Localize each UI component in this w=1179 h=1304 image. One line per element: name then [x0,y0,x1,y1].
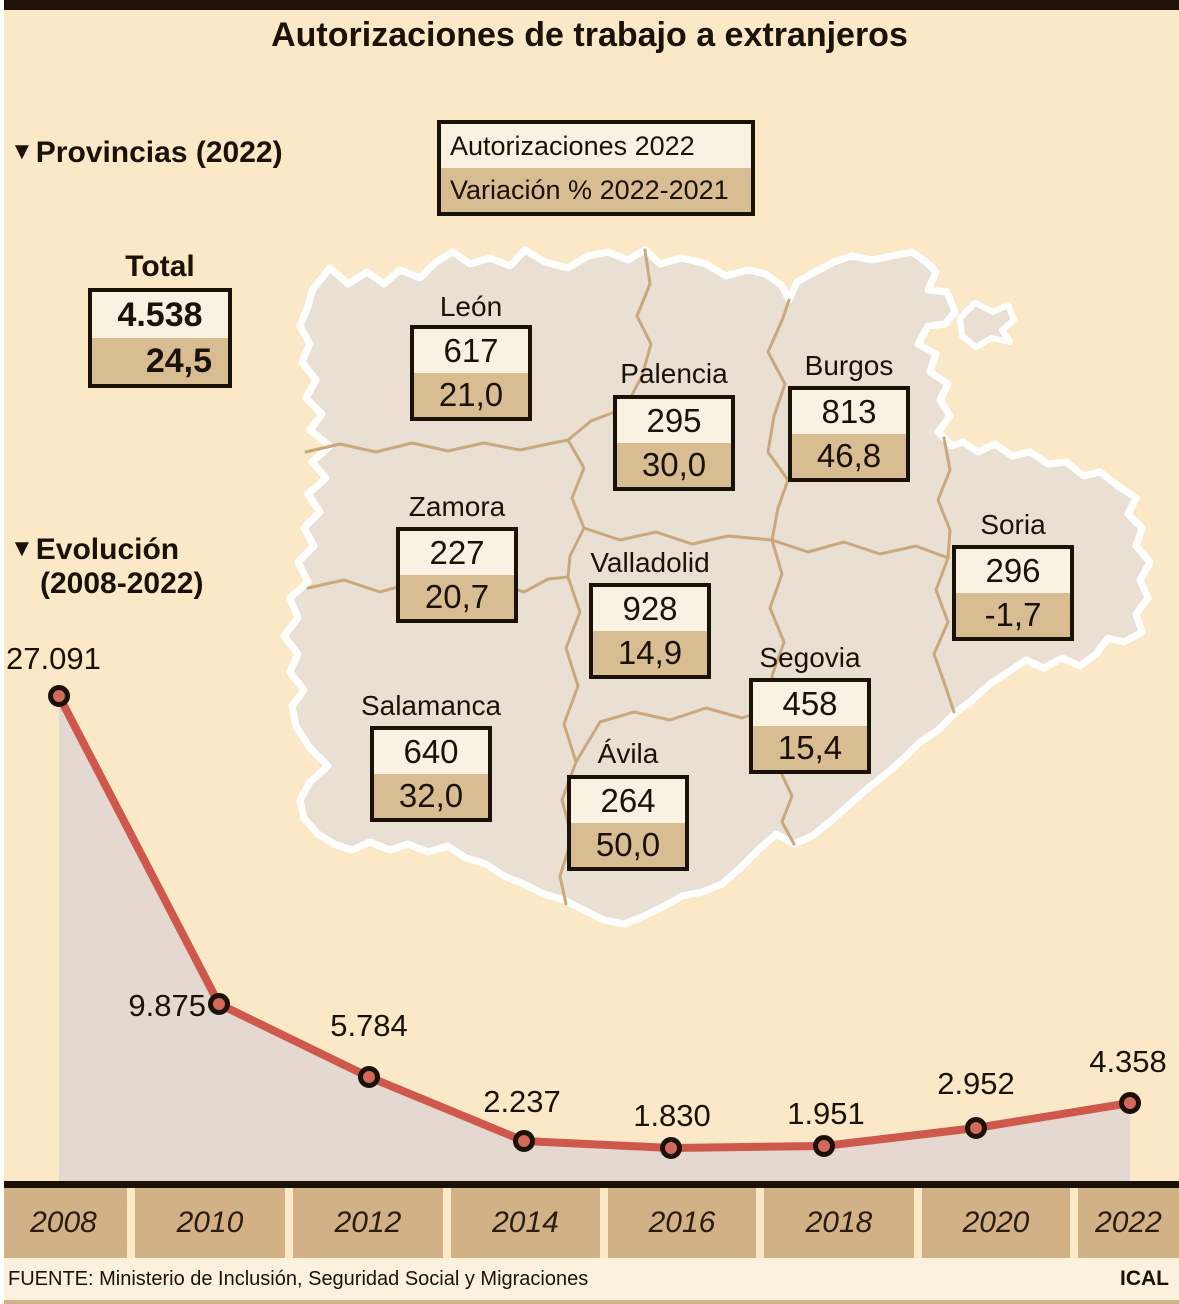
data-point-2018 [813,1135,835,1157]
province-label-segovia: Segovia [759,642,861,673]
province-box-valladolid: 928 14,9 [589,583,711,679]
authorizations-value: 640 [374,730,488,774]
x-axis-year-band: 2008 2010 2012 2014 2016 2018 2020 2022 [0,1188,1179,1258]
province-box-zamora: 227 20,7 [396,527,518,623]
variation-value: 50,0 [571,823,685,867]
value-label-2012: 5.784 [330,1008,408,1043]
data-point-2010 [208,993,230,1015]
value-label-2014: 2.237 [483,1084,561,1119]
variation-value: 32,0 [374,774,488,818]
triangle-marker-icon: ▼ [10,138,34,165]
year-tick-2016: 2016 [608,1188,756,1258]
data-point-2012 [358,1066,380,1088]
value-label-2018: 1.951 [787,1096,865,1131]
evolution-section-range: (2008-2022) [40,567,204,600]
province-label-burgos: Burgos [804,350,894,381]
value-label-2016: 1.830 [633,1098,711,1133]
authorizations-value: 458 [753,682,867,726]
authorizations-value: 264 [571,779,685,823]
evolution-section-header: ▼Evolución (2008-2022) [10,533,203,601]
evolution-line-chart: 27.091 9.875 5.784 2.237 1.830 1.951 2.952 4.35… [6,641,1167,1181]
authorizations-value: 296 [956,549,1070,593]
legend-box: Autorizaciones 2022 Variación % 2022-202… [437,120,755,216]
authorizations-value: 227 [400,531,514,575]
provinces-section-label: Provincias (2022) [35,136,283,169]
variation-value: 15,4 [753,726,867,770]
authorizations-value: 617 [414,329,528,373]
province-label-valladolid: Valladolid [590,547,710,578]
data-point-2020 [965,1117,987,1139]
province-box-salamanca: 640 32,0 [370,726,492,822]
legend-variation-row: Variación % 2022-2021 [441,168,751,212]
year-tick-2022: 2022 [1078,1188,1179,1258]
authorizations-value: 928 [593,587,707,631]
variation-value: -1,7 [956,593,1070,637]
page-title: Autorizaciones de trabajo a extranjeros [271,16,908,54]
total-authorizations-value: 4.538 [92,292,228,338]
data-point-2014 [513,1130,535,1152]
year-tick-2012: 2012 [293,1188,443,1258]
province-box-avila: 264 50,0 [567,775,689,871]
top-black-bar [4,0,1179,10]
triangle-marker-icon: ▼ [10,535,34,562]
x-axis-line [0,1181,1179,1188]
evolution-section-label: Evolución [35,533,180,566]
value-label-2008: 27.091 [6,641,101,676]
variation-value: 30,0 [617,443,731,487]
variation-value: 14,9 [593,631,707,675]
total-label: Total [125,250,195,283]
province-box-burgos: 813 46,8 [788,386,910,482]
province-label-avila: Ávila [597,738,659,769]
value-label-2010: 9.875 [128,988,206,1023]
province-box-palencia: 295 30,0 [613,395,735,491]
authorizations-value: 295 [617,399,731,443]
province-label-zamora: Zamora [408,491,506,522]
year-tick-2014: 2014 [451,1188,600,1258]
footer: FUENTE: Ministerio de Inclusión, Segurid… [0,1258,1179,1300]
value-label-2020: 2.952 [937,1066,1015,1101]
province-box-leon: 617 21,0 [410,325,532,421]
value-label-2022: 4.358 [1089,1044,1167,1079]
year-tick-2010: 2010 [135,1188,285,1258]
province-label-soria: Soria [980,509,1046,540]
total-variation-value: 24,5 [92,338,228,384]
variation-value: 20,7 [400,575,514,619]
bottom-border-line [0,1300,1179,1304]
data-point-2016 [660,1137,682,1159]
source-text: FUENTE: Ministerio de Inclusión, Segurid… [8,1268,589,1290]
authorizations-value: 813 [792,390,906,434]
credit-text: ICAL [1120,1267,1169,1290]
trevino-exclave-stroke [960,303,1014,347]
year-tick-2008: 2008 [0,1188,127,1258]
year-tick-2018: 2018 [764,1188,914,1258]
year-tick-2020: 2020 [922,1188,1070,1258]
province-box-segovia: 458 15,4 [749,678,871,774]
province-label-leon: León [439,291,503,322]
variation-value: 21,0 [414,373,528,417]
legend-authorizations-row: Autorizaciones 2022 [441,124,751,168]
province-box-soria: 296 -1,7 [952,545,1074,641]
province-label-palencia: Palencia [620,358,728,389]
data-point-2022 [1119,1092,1141,1114]
left-edge-margin [0,0,4,1304]
province-label-salamanca: Salamanca [360,690,502,721]
provinces-section-header: ▼Provincias (2022) [10,136,283,170]
total-value-box: 4.538 24,5 [88,288,232,388]
data-point-2008 [48,685,70,707]
variation-value: 46,8 [792,434,906,478]
evolution-line [55,692,1134,1152]
